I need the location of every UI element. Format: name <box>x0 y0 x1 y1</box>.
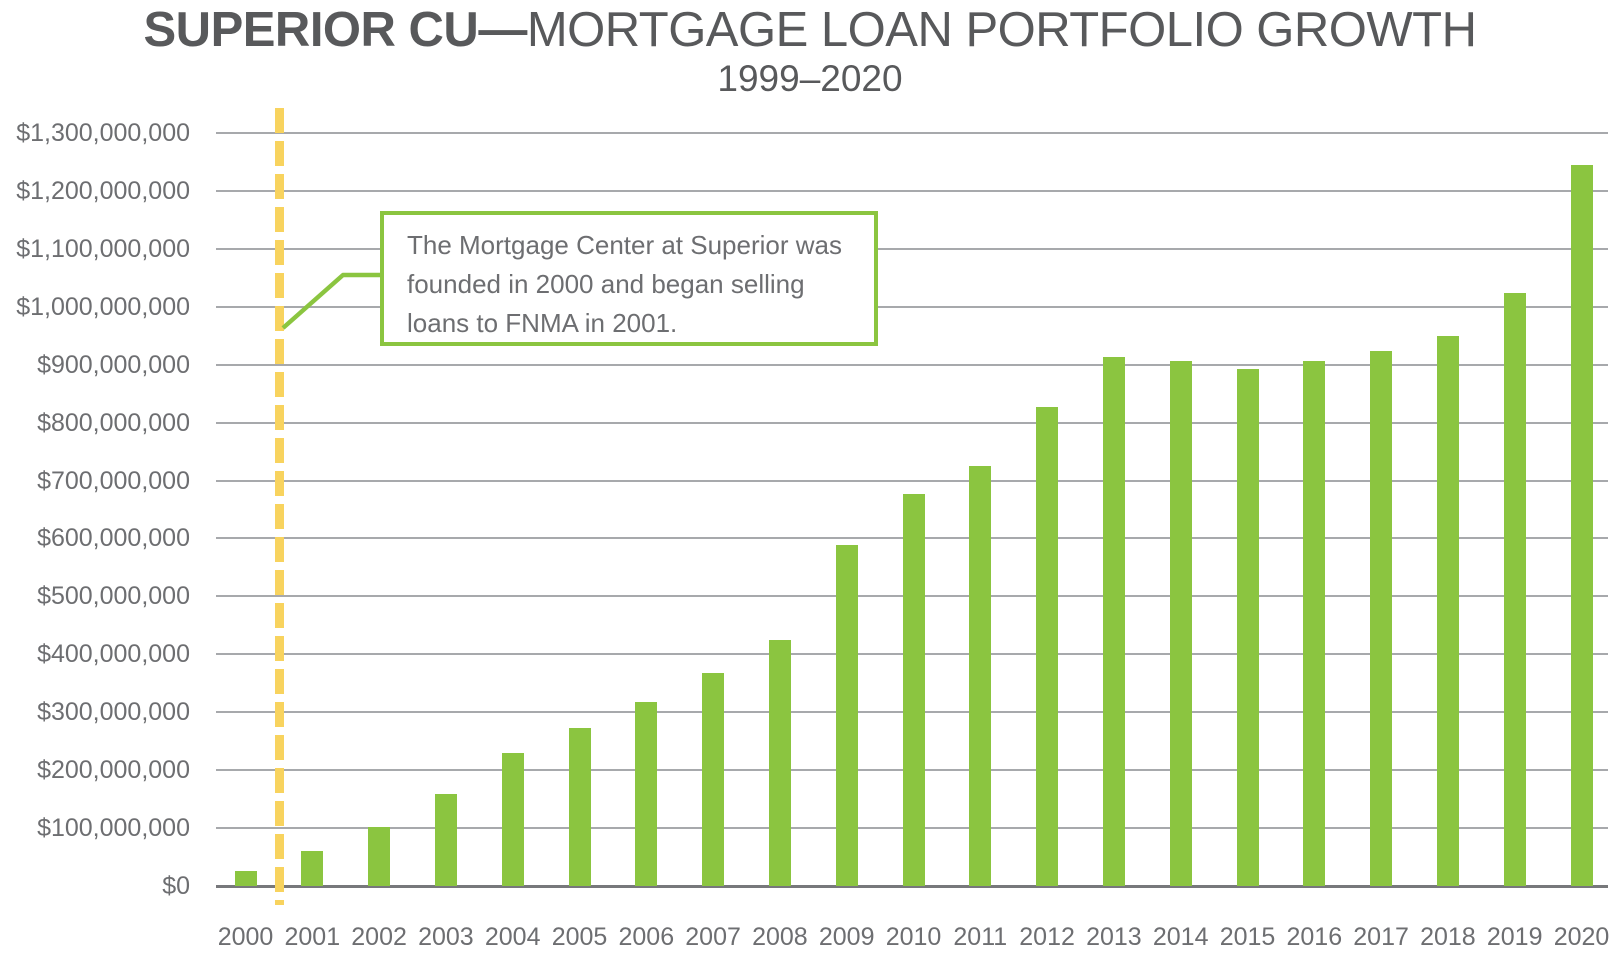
bar-2008 <box>768 640 791 886</box>
y-axis-tick-label: $100,000,000 <box>37 814 190 843</box>
x-axis-tick-label: 2017 <box>1353 923 1409 951</box>
bar-2018 <box>1436 336 1459 886</box>
y-gridline <box>216 305 1608 308</box>
x-axis-tick-label: 2015 <box>1219 923 1276 951</box>
chart-title-rest: MORTGAGE LOAN PORTFOLIO GROWTH <box>526 3 1477 57</box>
bar-2007 <box>702 672 725 886</box>
bar-2009 <box>835 545 858 886</box>
bar-2015 <box>1236 369 1259 886</box>
x-axis-tick-label: 2007 <box>685 923 741 951</box>
callout-leader-line <box>281 272 384 330</box>
plot-area <box>216 132 1608 888</box>
y-gridline <box>216 479 1608 482</box>
event-marker-dashed-line <box>275 108 284 905</box>
bar-2000 <box>234 870 257 886</box>
annotation-callout: The Mortgage Center at Superior was foun… <box>380 211 878 346</box>
bar-2006 <box>635 701 658 886</box>
bar-2014 <box>1169 360 1192 886</box>
bar-2017 <box>1370 351 1393 886</box>
chart-subtitle: 1999–2020 <box>717 58 903 99</box>
bar-2003 <box>434 793 457 886</box>
y-axis-tick-label: $1,100,000,000 <box>16 234 190 263</box>
y-axis-tick-label: $1,200,000,000 <box>16 176 190 205</box>
y-axis-tick-label: $800,000,000 <box>37 408 190 437</box>
bar-2005 <box>568 727 591 886</box>
y-axis-tick-label: $500,000,000 <box>37 582 190 611</box>
bar-2016 <box>1303 361 1326 886</box>
bar-2019 <box>1503 293 1526 886</box>
annotation-text-line-3: loans to FNMA in 2001. <box>407 308 678 338</box>
chart-title: SUPERIOR CU—MORTGAGE LOAN PORTFOLIO GROW… <box>0 4 1620 56</box>
x-axis-tick-label: 2016 <box>1286 923 1343 951</box>
y-gridline <box>216 132 1608 134</box>
x-axis-tick-label: 2010 <box>885 923 942 951</box>
y-gridline <box>216 421 1608 424</box>
x-axis-tick-label: 2003 <box>418 923 474 951</box>
y-axis-tick-label: $1,300,000,000 <box>16 119 190 147</box>
y-axis-tick-label: $300,000,000 <box>37 698 190 727</box>
x-axis-tick-label: 2018 <box>1420 923 1476 951</box>
annotation-text-line-2: founded in 2000 and began selling <box>407 269 805 299</box>
bar-2011 <box>969 466 992 886</box>
x-axis-tick-label: 2008 <box>752 923 808 951</box>
x-axis-tick-label: 2020 <box>1553 923 1610 951</box>
x-axis-line <box>216 884 1608 888</box>
bar-2002 <box>368 826 391 886</box>
title-block: SUPERIOR CU—MORTGAGE LOAN PORTFOLIO GROW… <box>0 4 1620 100</box>
y-gridline <box>216 189 1608 192</box>
x-axis-tick-label: 2004 <box>484 923 541 951</box>
annotation-text-line-1: The Mortgage Center at Superior was <box>407 230 842 260</box>
x-axis-tick-label: 2012 <box>1019 923 1075 951</box>
x-axis-tick-label: 2000 <box>217 923 274 951</box>
y-gridline <box>216 363 1608 366</box>
x-axis-tick-label: 2014 <box>1152 923 1209 951</box>
bar-2004 <box>501 753 524 886</box>
bar-2012 <box>1036 406 1059 886</box>
y-axis-tick-label: $900,000,000 <box>37 350 190 379</box>
y-axis-tick-label: $600,000,000 <box>37 524 190 553</box>
x-axis-tick-label: 2011 <box>953 923 1008 951</box>
y-axis-tick-label: $200,000,000 <box>37 756 190 785</box>
x-axis-tick-label: 2001 <box>284 923 341 951</box>
bar-2001 <box>301 851 324 886</box>
y-gridline <box>216 247 1608 250</box>
bar-2013 <box>1102 357 1125 886</box>
y-axis-tick-label: $0 <box>162 872 190 900</box>
y-axis-tick-label: $400,000,000 <box>37 640 190 669</box>
x-axis-tick-label: 2013 <box>1086 923 1142 951</box>
bar-2020 <box>1570 164 1593 886</box>
chart-title-brand: SUPERIOR CU— <box>143 3 528 57</box>
x-axis-tick-label: 2009 <box>818 923 875 951</box>
x-axis-tick-label: 2019 <box>1486 923 1543 951</box>
y-axis-tick-label: $1,000,000,000 <box>16 292 190 321</box>
x-axis-tick-label: 2005 <box>551 923 608 951</box>
bar-2010 <box>902 494 925 886</box>
x-axis-tick-label: 2006 <box>618 923 675 951</box>
x-axis-tick-label: 2002 <box>351 923 407 951</box>
y-axis-tick-label: $700,000,000 <box>37 466 190 495</box>
